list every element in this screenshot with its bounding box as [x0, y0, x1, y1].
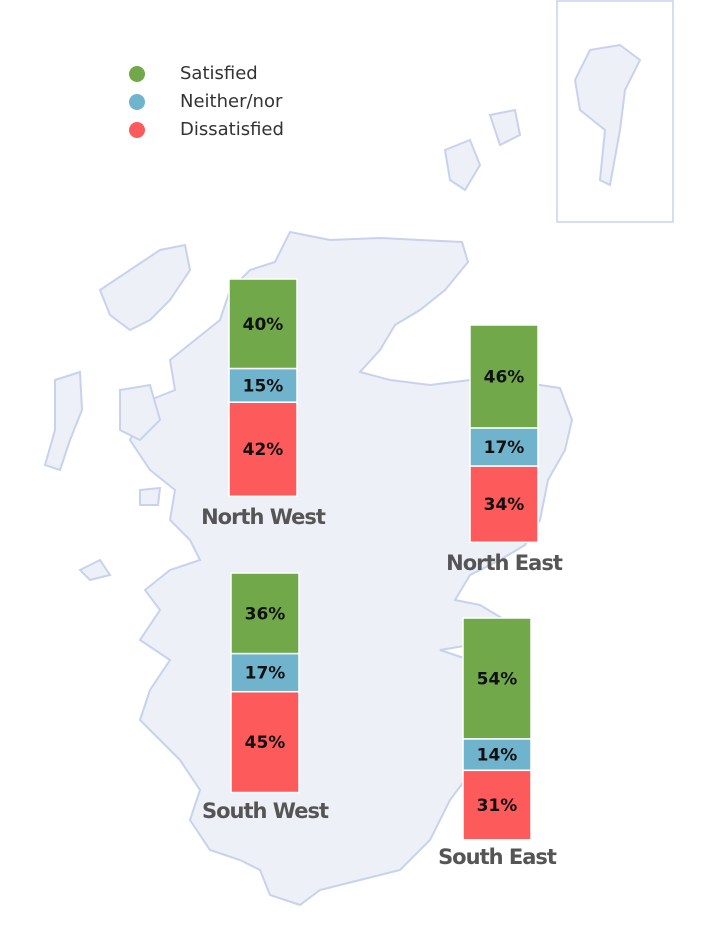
legend-label: Dissatisfied: [180, 119, 284, 140]
bar-segment: [228, 401, 298, 498]
region-label: North East: [446, 551, 563, 575]
bar-segment: [469, 427, 539, 467]
bar-segment: [462, 769, 532, 841]
inset-frame: [556, 0, 674, 223]
bar-segment: [230, 572, 300, 655]
legend-label: Neither/nor: [180, 91, 283, 112]
legend-marker: [129, 94, 145, 110]
bar-segment: [230, 690, 300, 794]
value-label: 17%: [484, 438, 525, 458]
value-label: 40%: [243, 315, 284, 335]
value-label: 46%: [484, 368, 525, 388]
bar-segment: [228, 278, 298, 370]
region-label: South West: [202, 799, 329, 823]
value-label: 34%: [484, 495, 525, 515]
region-label: North West: [201, 505, 326, 529]
bar-segment: [469, 465, 539, 544]
bar-segment: [469, 324, 539, 429]
shetland-outline: [573, 43, 642, 187]
value-label: 42%: [243, 440, 284, 460]
legend-label: Satisfied: [180, 63, 258, 84]
bar-segment: [462, 738, 532, 772]
value-label: 17%: [245, 664, 286, 684]
value-label: 15%: [243, 376, 284, 396]
bar-segment: [230, 652, 300, 693]
value-label: 31%: [477, 796, 518, 816]
value-label: 14%: [477, 746, 518, 766]
value-label: 54%: [477, 669, 518, 689]
region-label: South East: [438, 845, 557, 869]
value-label: 45%: [245, 733, 286, 753]
legend-marker: [129, 122, 145, 138]
legend-marker: [129, 66, 145, 82]
value-label: 36%: [245, 604, 286, 624]
